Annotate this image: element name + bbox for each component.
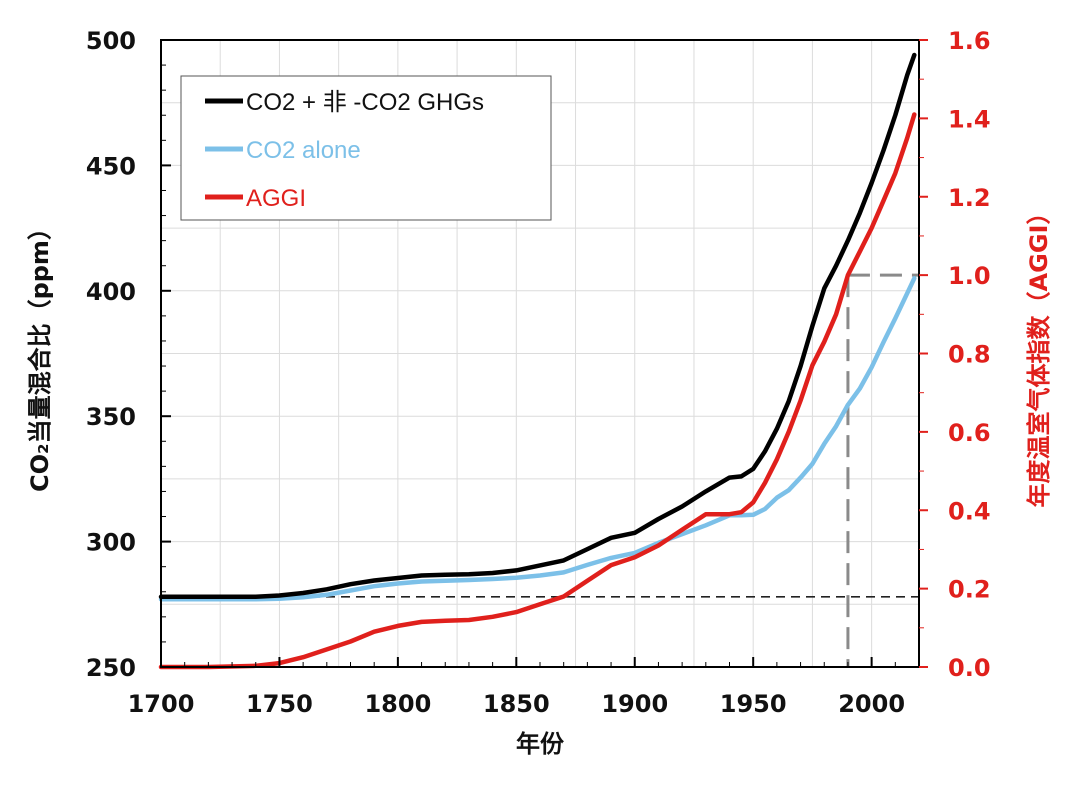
legend: CO2 + 非 -CO2 GHGs CO2 alone AGGI (180, 75, 552, 221)
x-tick-label: 1750 (246, 690, 313, 718)
y-right-axis-title: 年度温室气体指数（AGGI） (1025, 201, 1053, 508)
y-left-tick-label: 500 (86, 27, 136, 55)
y-right-tick-label: 1.0 (948, 262, 991, 290)
legend-label-aggi: AGGI (246, 185, 306, 212)
y-right-tick-label: 0.6 (948, 419, 991, 447)
y-right-tick-label: 1.6 (948, 27, 991, 55)
series-layer (158, 52, 917, 670)
y-right-tick-label: 1.2 (948, 184, 991, 212)
y-right-tick-label: 1.4 (948, 105, 991, 133)
y-left-tick-label: 400 (86, 278, 136, 306)
y-right-tick-label: 0.4 (948, 497, 991, 525)
y-left-tick-label: 350 (86, 403, 136, 431)
y-right-tick-label: 0.2 (948, 576, 991, 604)
x-axis-title: 年份 (516, 730, 565, 758)
y-left-tick-label: 250 (86, 654, 136, 682)
y-right-tick-label: 0.8 (948, 341, 991, 369)
legend-label-co2-plus-non-co2: CO2 + 非 -CO2 GHGs (246, 89, 484, 116)
y-left-axis-title: CO₂当量混合比（ppm） (26, 216, 54, 492)
series-line-aggi (158, 112, 917, 670)
x-tick-label: 1700 (128, 690, 195, 718)
y-left-tick-label: 450 (86, 152, 136, 180)
y-right-tick-label: 0.0 (948, 654, 991, 682)
tick-marks (160, 39, 928, 668)
x-tick-label: 1850 (483, 690, 550, 718)
x-tick-label: 1800 (364, 690, 431, 718)
tick-labels: 1700 1750 1800 1850 1900 1950 2000 250 300 350 400… (86, 27, 991, 718)
x-tick-label: 1950 (720, 690, 787, 718)
x-tick-label: 2000 (838, 690, 905, 718)
legend-label-co2-alone: CO2 alone (246, 137, 361, 164)
y-left-tick-label: 300 (86, 529, 136, 557)
x-tick-label: 1900 (601, 690, 668, 718)
series-line-co2-plus-non-co2 (158, 52, 917, 600)
